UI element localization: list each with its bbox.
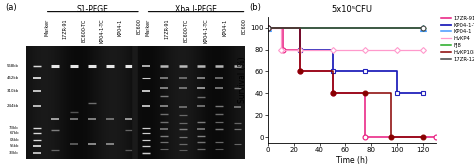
HvKP4 bbox=[297, 48, 303, 50]
KP04-1-TC bbox=[362, 70, 368, 72]
Text: KP04-1-TC: KP04-1-TC bbox=[100, 18, 104, 43]
Text: 244kb: 244kb bbox=[7, 104, 19, 108]
KP04-1-TC bbox=[297, 48, 303, 50]
17ZR-91 bbox=[433, 136, 439, 138]
Text: 05kb: 05kb bbox=[9, 138, 19, 142]
17ZR-91 bbox=[265, 27, 271, 29]
HvKP1088 bbox=[362, 92, 368, 94]
Text: Marker: Marker bbox=[45, 18, 50, 36]
HvKP4 bbox=[362, 48, 368, 50]
KP04-1-TC bbox=[394, 92, 400, 94]
Text: 17ZR-91: 17ZR-91 bbox=[63, 18, 68, 39]
FJ8 bbox=[420, 27, 426, 29]
HvKP1088 bbox=[297, 70, 303, 72]
KP04-1-TC bbox=[362, 70, 368, 72]
Text: 568kb: 568kb bbox=[7, 64, 19, 68]
17ZR-91 bbox=[330, 92, 336, 94]
17ZR-91 bbox=[281, 48, 286, 50]
Text: 452kb: 452kb bbox=[7, 76, 19, 80]
HvKP4 bbox=[330, 48, 336, 50]
Text: KP04-1: KP04-1 bbox=[118, 18, 123, 36]
Text: (b): (b) bbox=[249, 3, 261, 12]
Text: 55kb: 55kb bbox=[9, 144, 19, 148]
FJ8 bbox=[265, 27, 271, 29]
17ZR-91 bbox=[362, 92, 368, 94]
HvKP4 bbox=[297, 48, 303, 50]
17ZR-127 bbox=[265, 27, 271, 29]
HvKP1088 bbox=[388, 136, 393, 138]
HvKP4 bbox=[278, 27, 283, 29]
17ZR-91 bbox=[297, 70, 303, 72]
KP04-1-TC bbox=[420, 92, 426, 94]
HvKP1088 bbox=[420, 136, 426, 138]
Text: Marker: Marker bbox=[146, 18, 150, 36]
FJ8 bbox=[420, 27, 426, 29]
HvKP1088 bbox=[388, 92, 393, 94]
Text: EC600: EC600 bbox=[136, 18, 141, 34]
17ZR-127 bbox=[420, 27, 426, 29]
Title: 5x10⁵CFU: 5x10⁵CFU bbox=[331, 5, 373, 14]
Text: EC600-TC: EC600-TC bbox=[184, 18, 189, 42]
HvKP1088 bbox=[330, 92, 336, 94]
KP04-1-TC bbox=[394, 70, 400, 72]
HvKP4 bbox=[278, 48, 283, 50]
KP04-1-TC bbox=[297, 27, 303, 29]
KP04-1-TC bbox=[330, 70, 336, 72]
Text: 33kb: 33kb bbox=[9, 151, 19, 155]
Text: 67kb: 67kb bbox=[9, 131, 19, 135]
HvKP1088 bbox=[330, 70, 336, 72]
HvKP4 bbox=[394, 48, 400, 50]
Text: 310kb: 310kb bbox=[7, 88, 19, 92]
KP04-1-TC bbox=[420, 92, 426, 94]
KP04-1-TC bbox=[330, 48, 336, 50]
HvKP1088 bbox=[362, 92, 368, 94]
HvKP4 bbox=[394, 48, 400, 50]
Text: Xba I-PFGE: Xba I-PFGE bbox=[175, 5, 217, 14]
17ZR-91 bbox=[433, 136, 439, 138]
Line: HvKP1088: HvKP1088 bbox=[268, 28, 423, 137]
KP04-1 bbox=[265, 27, 271, 29]
X-axis label: Time (h): Time (h) bbox=[336, 156, 368, 165]
HvKP1088 bbox=[265, 27, 271, 29]
Text: 73kb: 73kb bbox=[9, 126, 19, 130]
HvKP4 bbox=[420, 48, 426, 50]
HvKP1088 bbox=[297, 27, 303, 29]
Text: (a): (a) bbox=[5, 3, 17, 12]
Text: 17ZR-91: 17ZR-91 bbox=[164, 18, 170, 39]
HvKP4 bbox=[420, 48, 426, 50]
Text: EC600-TC: EC600-TC bbox=[81, 18, 86, 42]
KP04-1 bbox=[420, 27, 426, 29]
17ZR-91 bbox=[362, 136, 368, 138]
HvKP4 bbox=[362, 48, 368, 50]
HvKP1088 bbox=[420, 136, 426, 138]
17ZR-91 bbox=[297, 48, 303, 50]
HvKP4 bbox=[330, 48, 336, 50]
Text: KP04-1: KP04-1 bbox=[222, 18, 228, 36]
KP04-1 bbox=[420, 27, 426, 29]
Y-axis label: Survival (%): Survival (%) bbox=[238, 56, 247, 103]
17ZR-127 bbox=[420, 27, 426, 29]
Legend: 17ZR-91, KP04-1-TC, KP04-1, HvKP4, FJ8, HvKP1088, 17ZR-127: 17ZR-91, KP04-1-TC, KP04-1, HvKP4, FJ8, … bbox=[439, 14, 474, 63]
17ZR-91 bbox=[281, 27, 286, 29]
Text: EC600: EC600 bbox=[242, 18, 246, 34]
Line: 17ZR-91: 17ZR-91 bbox=[268, 28, 436, 137]
Text: S1-PFGE: S1-PFGE bbox=[77, 5, 109, 14]
17ZR-91 bbox=[330, 70, 336, 72]
Line: KP04-1-TC: KP04-1-TC bbox=[268, 28, 423, 93]
KP04-1-TC bbox=[265, 27, 271, 29]
HvKP4 bbox=[265, 27, 271, 29]
Text: KP04-1-TC: KP04-1-TC bbox=[203, 18, 208, 43]
Line: HvKP4: HvKP4 bbox=[268, 28, 423, 49]
